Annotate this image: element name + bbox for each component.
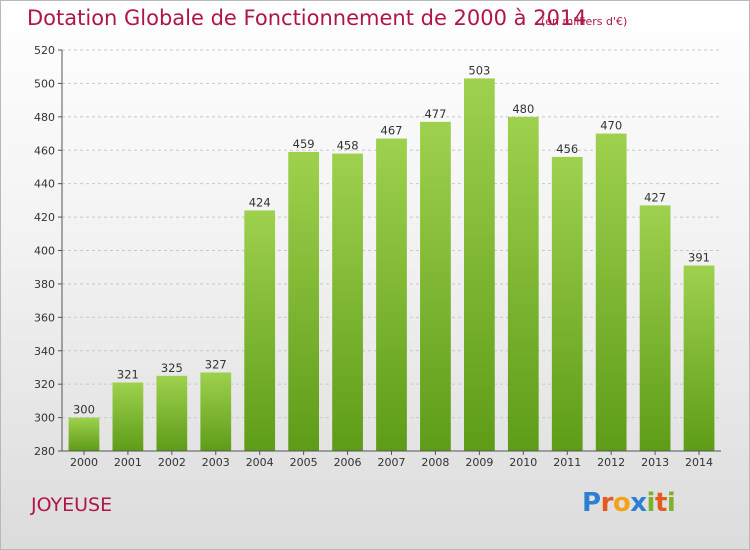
bar-2000 [68,417,100,451]
y-tick-label: 360 [34,311,55,324]
y-tick-label: 460 [34,144,55,157]
y-tick-label: 440 [34,178,55,191]
bar-2002 [156,375,188,451]
bar-2010 [507,116,539,451]
y-tick-label: 300 [34,412,55,425]
axes [58,49,721,455]
chart-subtitle: (en milliers d'€) [541,15,628,28]
x-tick-label: 2003 [202,456,230,469]
x-tick-label: 2014 [685,456,713,469]
proxiti-logo: Proxiti [582,488,676,518]
x-tick-label: 2010 [509,456,537,469]
bar-2008 [420,121,451,452]
bar-2009 [463,78,495,451]
logo-letter: t [654,488,667,518]
x-tick-label: 2002 [158,456,186,469]
bar-2013 [639,205,671,451]
bars [68,78,715,452]
data-label: 467 [381,124,403,138]
x-tick-label: 2012 [597,456,625,469]
x-tick-label: 2011 [553,456,581,469]
bar-2001 [112,382,144,451]
y-tick-label: 420 [34,211,55,224]
data-label: 458 [337,139,359,153]
x-tick-label: 2006 [334,456,362,469]
bar-2012 [595,133,627,451]
data-label: 480 [512,102,534,116]
y-tick-label: 340 [34,345,55,358]
bar-2005 [288,151,320,451]
bar-2011 [551,156,583,451]
logo-letter: i [646,488,656,518]
y-tick-label: 400 [34,245,55,258]
logo-letter: x [630,488,647,518]
data-label: 327 [205,357,227,371]
data-label: 391 [688,251,710,265]
data-label: 321 [117,367,139,381]
x-tick-label: 2005 [290,456,318,469]
logo-letter: r [600,488,614,518]
data-label: 424 [249,195,271,209]
logo-letter: i [666,488,676,518]
y-tick-label: 480 [34,111,55,124]
labels: 280 300 320 340 360 380 400 420 440 460 480 500 520 2… [34,44,713,469]
x-tick-label: 2007 [378,456,406,469]
x-tick-label: 2008 [421,456,449,469]
y-tick-label: 520 [34,44,55,57]
x-tick-label: 2004 [246,456,274,469]
logo-letter: o [612,488,631,518]
bar-2004 [244,210,276,451]
commune-name: JOYEUSE [31,494,113,516]
data-label: 477 [424,107,446,121]
data-label: 503 [468,63,490,77]
data-label: 300 [73,403,95,417]
y-tick-label: 280 [34,445,55,458]
x-tick-label: 2000 [70,456,98,469]
y-tick-label: 320 [34,378,55,391]
chart-title: Dotation Globale de Fonctionnement de 20… [27,6,587,30]
y-tick-label: 380 [34,278,55,291]
bar-2003 [200,372,232,451]
x-tick-label: 2009 [465,456,493,469]
y-tick-label: 500 [34,77,55,90]
x-tick-label: 2001 [114,456,142,469]
data-label: 470 [600,119,622,133]
logo-letter: P [582,488,601,518]
bar-2014 [683,265,715,451]
data-label: 459 [293,137,315,151]
bar-2007 [376,138,407,451]
x-tick-label: 2013 [641,456,669,469]
data-label: 427 [644,190,666,204]
bar-2006 [332,153,363,451]
data-label: 456 [556,142,578,156]
data-label: 325 [161,361,183,375]
